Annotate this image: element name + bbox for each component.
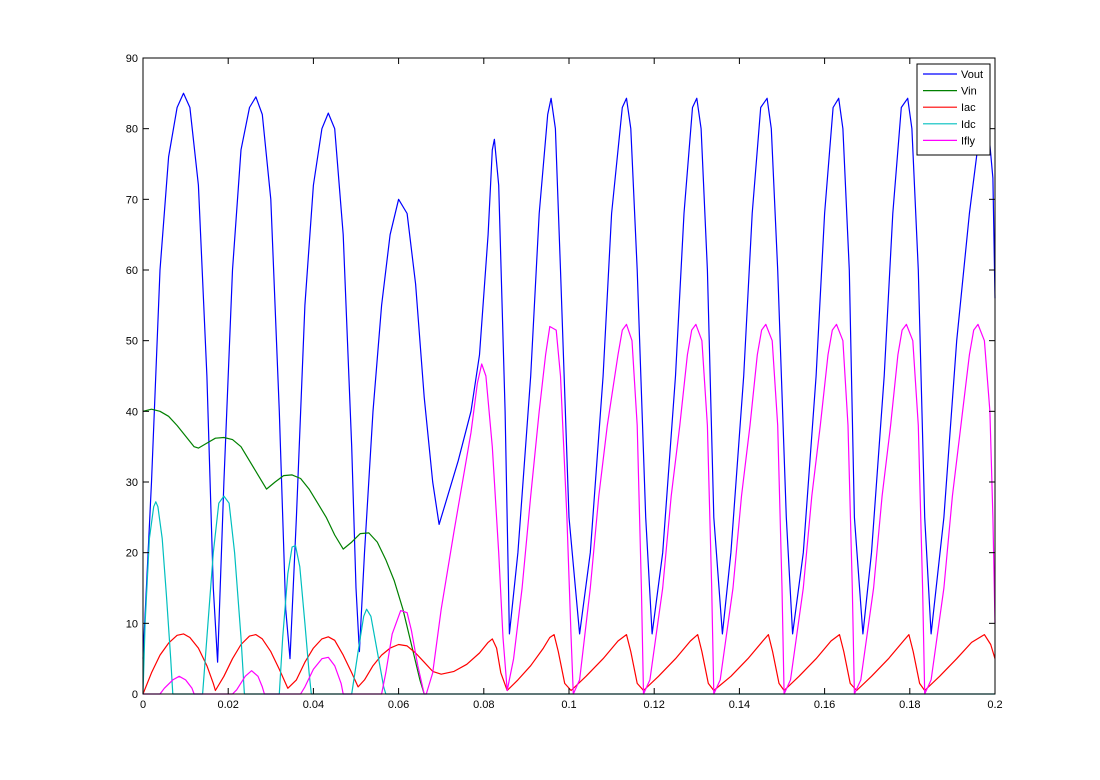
series-layer xyxy=(142,92,996,695)
x-tick-label: 0.04 xyxy=(303,699,324,711)
legend-label-idc: Idc xyxy=(961,119,976,131)
y-tick-label: 60 xyxy=(126,265,138,277)
legend-label-ifly: Ifly xyxy=(961,135,976,147)
legend-label-iac: Iac xyxy=(961,102,976,114)
y-tick-label: 70 xyxy=(126,194,138,206)
x-tick-label: 0 xyxy=(140,699,146,711)
y-axis-ticks: 0 10 20 30 40 50 60 70 80 90 xyxy=(126,53,995,701)
x-tick-label: 0.18 xyxy=(899,699,920,711)
legend-label-vout: Vout xyxy=(961,69,983,81)
x-tick-label: 0.12 xyxy=(643,699,664,711)
series-line-ifly xyxy=(143,323,996,695)
x-tick-label: 0.1 xyxy=(561,699,576,711)
x-tick-label: 0.06 xyxy=(388,699,409,711)
x-tick-label: 0.08 xyxy=(473,699,494,711)
series-line-vout xyxy=(142,92,996,663)
legend: Vout Vin Iac Idc Ifly xyxy=(916,63,991,156)
y-tick-label: 80 xyxy=(126,124,138,136)
y-tick-label: 30 xyxy=(126,477,138,489)
y-tick-label: 50 xyxy=(126,336,138,348)
y-tick-label: 0 xyxy=(132,689,138,701)
y-tick-label: 90 xyxy=(126,53,138,65)
series-line-iac xyxy=(142,633,996,695)
x-tick-label: 0.2 xyxy=(987,699,1002,711)
legend-label-vin: Vin xyxy=(961,86,977,98)
y-tick-label: 20 xyxy=(126,548,138,560)
x-tick-label: 0.02 xyxy=(217,699,238,711)
y-tick-label: 10 xyxy=(126,618,138,630)
x-tick-label: 0.14 xyxy=(729,699,750,711)
y-tick-label: 40 xyxy=(126,406,138,418)
x-tick-label: 0.16 xyxy=(814,699,835,711)
x-axis-ticks: 0 0.02 0.04 0.06 0.08 0.1 0.12 0.14 0.16 0.18 0.2 xyxy=(140,58,1003,711)
series-line-vin xyxy=(142,408,425,695)
